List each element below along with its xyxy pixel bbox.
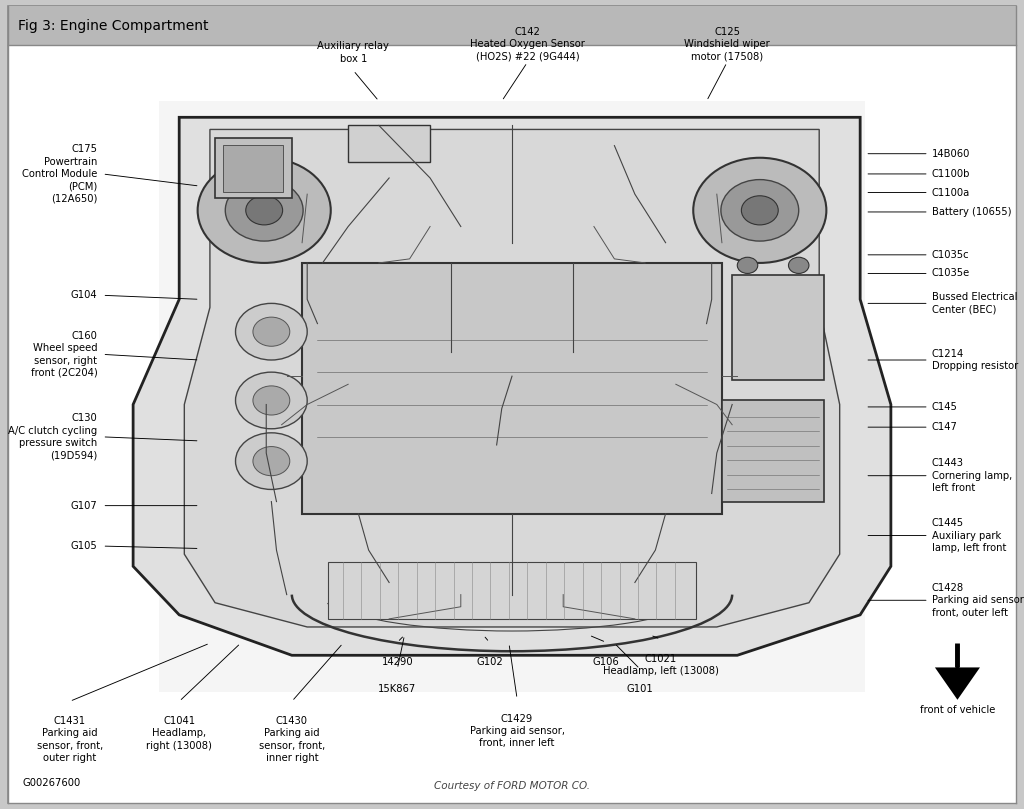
Text: G00267600: G00267600 bbox=[23, 778, 81, 788]
Text: C1428
Parking aid sensor,
front, outer left: C1428 Parking aid sensor, front, outer l… bbox=[932, 582, 1024, 618]
FancyBboxPatch shape bbox=[328, 562, 696, 619]
Circle shape bbox=[253, 317, 290, 346]
Text: C1430
Parking aid
sensor, front,
inner right: C1430 Parking aid sensor, front, inner r… bbox=[259, 716, 325, 763]
Text: Auxiliary relay
box 1: Auxiliary relay box 1 bbox=[317, 41, 389, 64]
Text: 15K867: 15K867 bbox=[378, 684, 417, 693]
Text: C1445
Auxiliary park
lamp, left front: C1445 Auxiliary park lamp, left front bbox=[932, 518, 1007, 553]
Text: G102: G102 bbox=[476, 657, 503, 667]
PathPatch shape bbox=[133, 117, 891, 655]
Text: C1100b: C1100b bbox=[932, 169, 970, 179]
FancyBboxPatch shape bbox=[215, 138, 292, 198]
Text: G104: G104 bbox=[71, 290, 97, 300]
Text: C1431
Parking aid
sensor, front,
outer right: C1431 Parking aid sensor, front, outer r… bbox=[37, 716, 102, 763]
Text: G106: G106 bbox=[593, 657, 620, 667]
Text: C147: C147 bbox=[932, 422, 957, 432]
FancyBboxPatch shape bbox=[732, 275, 824, 380]
Circle shape bbox=[246, 196, 283, 225]
Text: front of vehicle: front of vehicle bbox=[920, 705, 995, 715]
Text: G105: G105 bbox=[71, 541, 97, 551]
Text: C130
A/C clutch cycling
pressure switch
(19D594): C130 A/C clutch cycling pressure switch … bbox=[8, 413, 97, 460]
FancyBboxPatch shape bbox=[722, 400, 824, 502]
Text: C142
Heated Oxygen Sensor
(HO2S) #22 (9G444): C142 Heated Oxygen Sensor (HO2S) #22 (9G… bbox=[470, 27, 585, 62]
Circle shape bbox=[721, 180, 799, 241]
Text: 14290: 14290 bbox=[382, 657, 413, 667]
Text: C1035e: C1035e bbox=[932, 269, 970, 278]
Polygon shape bbox=[935, 667, 980, 700]
FancyBboxPatch shape bbox=[8, 45, 1016, 803]
Text: C1100a: C1100a bbox=[932, 188, 970, 197]
Text: G107: G107 bbox=[71, 501, 97, 510]
Text: C1021
Headlamp, left (13008): C1021 Headlamp, left (13008) bbox=[602, 654, 719, 676]
Circle shape bbox=[236, 303, 307, 360]
FancyBboxPatch shape bbox=[8, 6, 1016, 803]
Circle shape bbox=[741, 196, 778, 225]
Circle shape bbox=[693, 158, 826, 263]
Circle shape bbox=[788, 257, 809, 273]
Circle shape bbox=[225, 180, 303, 241]
FancyBboxPatch shape bbox=[348, 125, 430, 162]
Text: C160
Wheel speed
sensor, right
front (2C204): C160 Wheel speed sensor, right front (2C… bbox=[31, 331, 97, 378]
FancyBboxPatch shape bbox=[159, 101, 865, 692]
Text: Bussed Electrical
Center (BEC): Bussed Electrical Center (BEC) bbox=[932, 292, 1017, 315]
FancyBboxPatch shape bbox=[302, 263, 722, 514]
Text: Battery (10655): Battery (10655) bbox=[932, 207, 1012, 217]
Text: Fig 3: Engine Compartment: Fig 3: Engine Compartment bbox=[18, 19, 209, 33]
Text: Courtesy of FORD MOTOR CO.: Courtesy of FORD MOTOR CO. bbox=[434, 781, 590, 791]
PathPatch shape bbox=[184, 129, 840, 627]
Text: 14B060: 14B060 bbox=[932, 149, 970, 159]
Text: C175
Powertrain
Control Module
(PCM)
(12A650): C175 Powertrain Control Module (PCM) (12… bbox=[22, 144, 97, 204]
Text: C1443
Cornering lamp,
left front: C1443 Cornering lamp, left front bbox=[932, 458, 1012, 493]
Text: C1214
Dropping resistor: C1214 Dropping resistor bbox=[932, 349, 1018, 371]
Circle shape bbox=[198, 158, 331, 263]
Circle shape bbox=[253, 386, 290, 415]
Circle shape bbox=[737, 257, 758, 273]
Text: C145: C145 bbox=[932, 402, 957, 412]
Text: G101: G101 bbox=[627, 684, 653, 693]
Text: C1041
Headlamp,
right (13008): C1041 Headlamp, right (13008) bbox=[146, 716, 212, 751]
Text: C1429
Parking aid sensor,
front, inner left: C1429 Parking aid sensor, front, inner l… bbox=[470, 714, 564, 748]
Circle shape bbox=[253, 447, 290, 476]
Text: C125
Windshield wiper
motor (17508): C125 Windshield wiper motor (17508) bbox=[684, 27, 770, 62]
Text: C1035c: C1035c bbox=[932, 250, 970, 260]
Circle shape bbox=[236, 372, 307, 429]
FancyBboxPatch shape bbox=[223, 145, 283, 192]
Circle shape bbox=[236, 433, 307, 489]
FancyBboxPatch shape bbox=[8, 6, 1016, 45]
